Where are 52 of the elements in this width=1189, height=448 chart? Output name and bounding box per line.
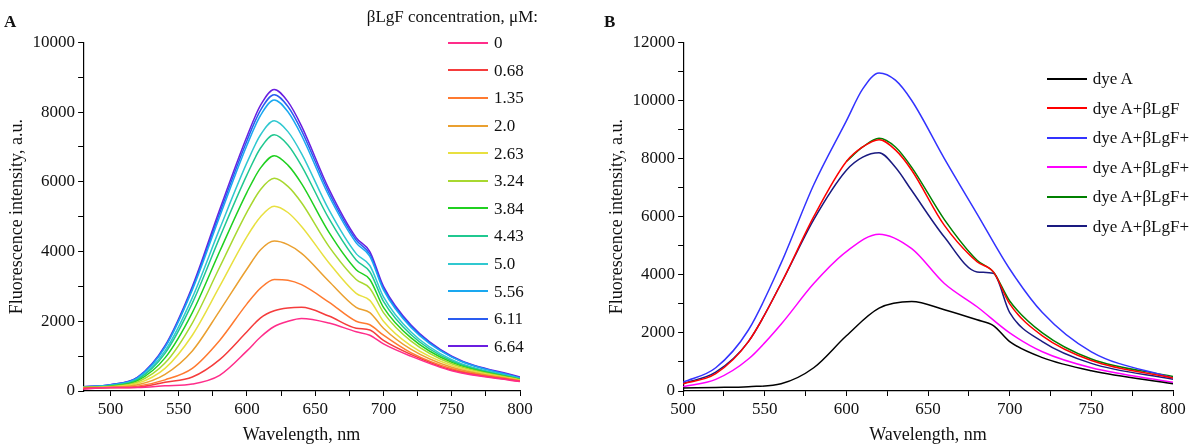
y-tick-label: 2000: [641, 322, 676, 342]
legend-label: 4.43: [494, 226, 524, 246]
y-tick-label: 8000: [641, 148, 676, 168]
legend-label: dye A+βLgF+: [1092, 128, 1189, 148]
legend-label: 1.35: [494, 88, 524, 108]
legend-label: 5.56: [494, 281, 524, 301]
legend-label: dye A: [1092, 69, 1133, 89]
legend-label: 2.0: [494, 116, 516, 136]
legend-label: 5.0: [494, 254, 516, 274]
x-tick-label: 550: [752, 398, 778, 418]
y-tick-label: 6000: [41, 171, 76, 191]
y-tick-label: 8000: [41, 101, 76, 121]
legend-label: 0.68: [494, 60, 524, 80]
y-tick-label: 12000: [632, 31, 676, 51]
y-tick-label: 2000: [41, 310, 76, 330]
y-tick-label: 0: [666, 380, 676, 400]
legend-label: dye A+βLgF+: [1092, 216, 1189, 236]
x-tick-label: 650: [302, 398, 328, 418]
legend-label: 0: [494, 33, 503, 53]
x-tick-label: 500: [670, 398, 696, 418]
y-tick-label: 10000: [632, 89, 676, 109]
y-tick-label: 4000: [41, 241, 76, 261]
chart-title: A: [4, 11, 17, 31]
legend-label: 3.84: [494, 198, 524, 218]
x-tick-label: 700: [996, 398, 1023, 418]
legend-label: 6.11: [494, 309, 524, 329]
chart-title: B: [604, 11, 616, 31]
legend-label: dye A+βLgF+: [1092, 187, 1189, 207]
y-tick-label: 10000: [32, 31, 76, 51]
x-tick-label: 800: [507, 398, 533, 418]
x-axis-title: Wavelength, nm: [869, 423, 987, 444]
y-tick-label: 4000: [641, 264, 676, 284]
legend-label: dye A+βLgF+: [1092, 157, 1189, 177]
x-tick-label: 750: [1078, 398, 1105, 418]
x-tick-label: 700: [370, 398, 397, 418]
x-tick-label: 800: [1160, 398, 1186, 418]
x-tick-label: 600: [234, 398, 260, 418]
x-axis-title: Wavelength, nm: [242, 423, 361, 444]
x-tick-label: 550: [165, 398, 192, 418]
y-tick-label: 6000: [641, 206, 676, 226]
legend-label: dye A+βLgF: [1092, 98, 1180, 118]
legend-label: 2.63: [494, 143, 524, 163]
x-tick-label: 500: [97, 398, 124, 418]
x-tick-label: 650: [915, 398, 941, 418]
legend-label: 6.64: [494, 336, 524, 356]
legend-title: βLgF concentration, μM:: [366, 7, 538, 26]
x-tick-label: 600: [833, 398, 860, 418]
y-tick-label: 0: [66, 380, 76, 400]
y-axis-title: Fluorescence intensity, a.u.: [5, 119, 26, 315]
x-tick-label: 750: [438, 398, 465, 418]
legend-label: 3.24: [494, 171, 524, 191]
y-axis-title: Fluorescence intensity, a.u.: [605, 119, 626, 315]
